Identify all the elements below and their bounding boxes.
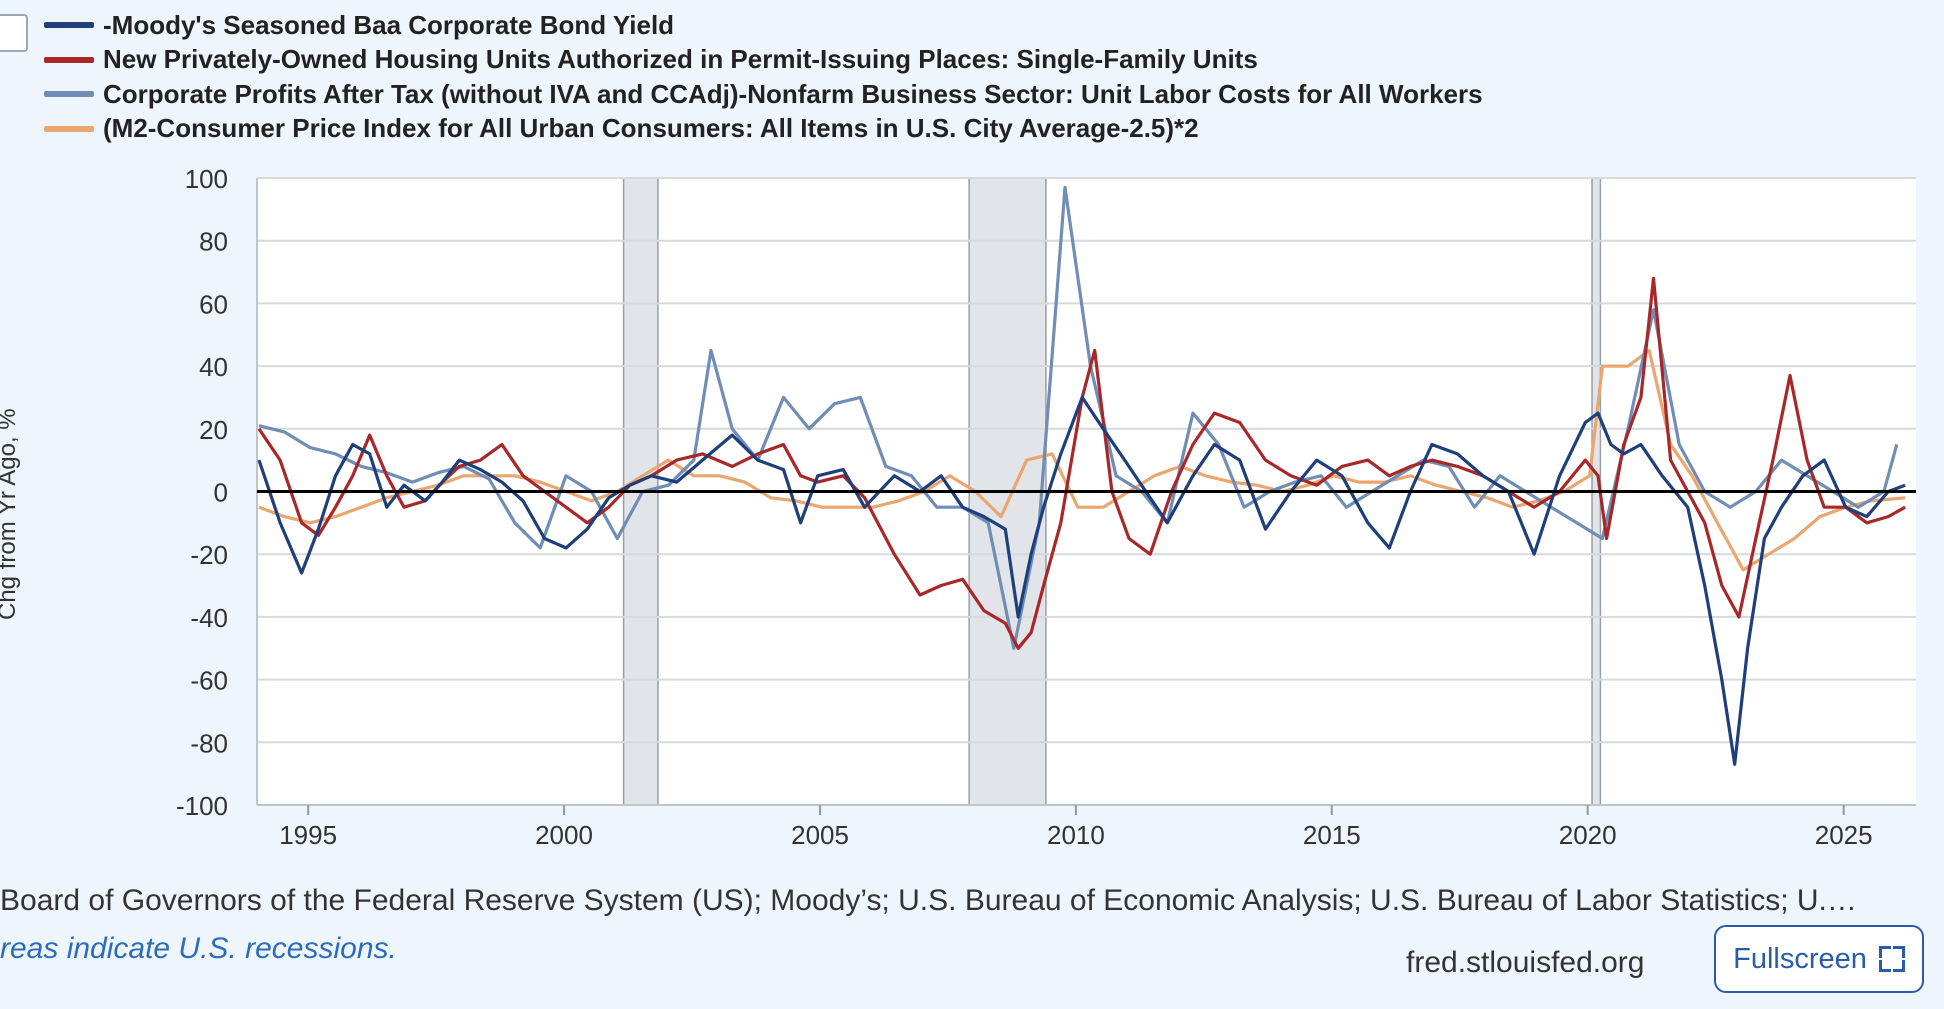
x-tick-label-2020: 2020	[1559, 820, 1617, 850]
x-tick-label-2015: 2015	[1303, 820, 1361, 850]
x-tick-label-2025: 2025	[1815, 820, 1873, 850]
recession-note: reas indicate U.S. recessions.	[0, 932, 397, 965]
legend-label-corporate-profits: Corporate Profits After Tax (without IVA…	[103, 78, 1483, 109]
legend-item-corporate-profits[interactable]: Corporate Profits After Tax (without IVA…	[0, 77, 1483, 112]
series-line-3	[258, 185, 1899, 650]
y-tick-label-20: 20	[199, 415, 228, 445]
legend-swatch-baa-yield	[44, 22, 94, 29]
x-tick-label-2000: 2000	[535, 820, 593, 850]
y-tick-label--60: -60	[190, 666, 228, 696]
y-tick-label-0: 0	[214, 478, 228, 508]
fullscreen-button[interactable]: Fullscreen	[1714, 925, 1924, 993]
series-line-1	[257, 395, 1906, 766]
legend-item-baa-yield[interactable]: -Moody's Seasoned Baa Corporate Bond Yie…	[0, 8, 1483, 43]
series-line-4	[258, 348, 1906, 572]
legend-item-housing-permits[interactable]: New Privately-Owned Housing Units Author…	[0, 43, 1483, 78]
legend-swatch-housing-permits	[44, 56, 94, 63]
legend-item-m2-cpi[interactable]: (M2-Consumer Price Index for All Urban C…	[0, 112, 1483, 147]
chart-type-icon[interactable]	[0, 14, 28, 52]
y-tick-label--20: -20	[190, 540, 228, 570]
y-tick-label-80: 80	[199, 227, 228, 257]
series-line-2	[257, 276, 1906, 650]
plot-area: 100 80 60 40 20 0 -20 -40 -60 -80 -100 1995 2000 2005…	[176, 164, 1916, 850]
x-tick-label-2010: 2010	[1047, 820, 1105, 850]
legend-swatch-corporate-profits	[44, 91, 94, 98]
legend-label-housing-permits: New Privately-Owned Housing Units Author…	[103, 44, 1258, 75]
y-tick-label--100: -100	[176, 791, 228, 821]
y-tick-label-60: 60	[199, 289, 228, 319]
fullscreen-label: Fullscreen	[1733, 942, 1867, 975]
source-text: Board of Governors of the Federal Reserv…	[0, 884, 1857, 917]
y-tick-label-100: 100	[185, 164, 228, 194]
y-tick-label--80: -80	[190, 728, 228, 758]
x-tick-label-1995: 1995	[279, 820, 337, 850]
fullscreen-icon	[1878, 946, 1905, 972]
legend-label-baa-yield: -Moody's Seasoned Baa Corporate Bond Yie…	[103, 9, 675, 40]
fred-site-link[interactable]: fred.stlouisfed.org	[1406, 946, 1645, 979]
legend-swatch-m2-cpi	[44, 125, 94, 132]
legend-label-m2-cpi: (M2-Consumer Price Index for All Urban C…	[103, 113, 1199, 144]
legend: -Moody's Seasoned Baa Corporate Bond Yie…	[0, 8, 1483, 146]
y-tick-label-40: 40	[199, 352, 228, 382]
x-tick-label-2005: 2005	[791, 820, 849, 850]
y-tick-label--40: -40	[190, 603, 228, 633]
